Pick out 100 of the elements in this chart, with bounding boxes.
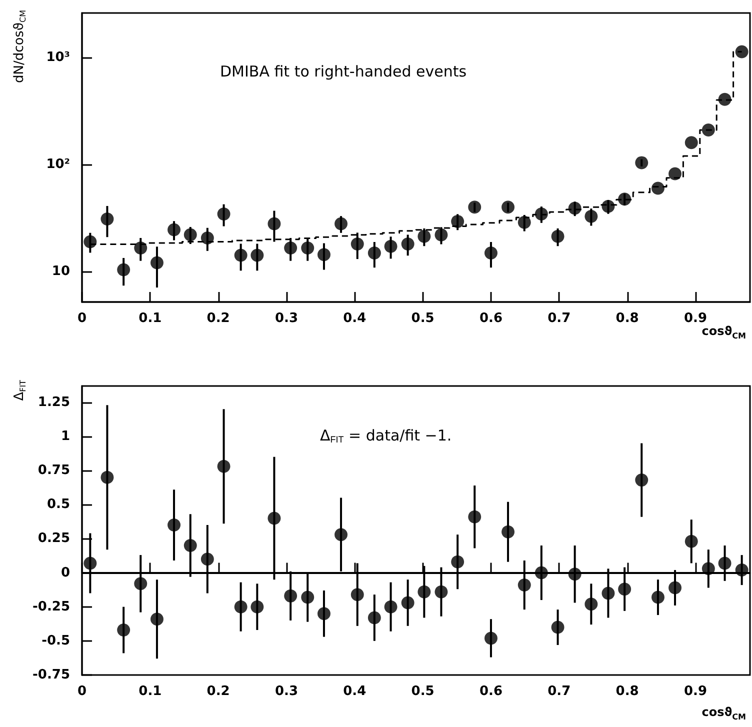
- point: [84, 556, 97, 570]
- y-tick-label: -0.25: [32, 599, 70, 614]
- point: [702, 124, 715, 137]
- point: [735, 45, 748, 58]
- x-tick-label: 0.5: [411, 311, 434, 326]
- x-tick-label: 0.5: [411, 684, 434, 699]
- point: [584, 598, 598, 611]
- point: [518, 578, 531, 592]
- point: [350, 588, 364, 602]
- point: [602, 200, 615, 213]
- y-tick-label: 10²: [46, 157, 70, 172]
- point: [184, 228, 197, 242]
- point: [451, 555, 464, 568]
- point: [168, 223, 181, 236]
- point: [350, 238, 364, 250]
- x-tick-label: 0.3: [274, 684, 298, 699]
- point: [100, 212, 114, 226]
- x-tick-label: 0.4: [343, 311, 366, 326]
- point: [268, 512, 281, 525]
- point: [234, 600, 248, 614]
- point: [250, 248, 264, 262]
- point: [534, 208, 548, 220]
- y-tick-label: -0.5: [42, 633, 70, 648]
- point: [618, 192, 632, 206]
- point: [534, 566, 548, 580]
- point: [684, 136, 698, 150]
- point: [551, 620, 564, 634]
- point: [684, 534, 698, 548]
- point: [217, 460, 230, 473]
- point: [317, 248, 330, 262]
- y-tick-label: 10³: [46, 50, 70, 65]
- x-tick-label: 0.9: [684, 684, 707, 699]
- point: [434, 228, 448, 242]
- point: [568, 568, 582, 581]
- point: [718, 92, 732, 106]
- point: [401, 238, 414, 250]
- x-tick-label: 0: [77, 311, 87, 326]
- point: [668, 581, 682, 594]
- x-tick-label: 0.7: [548, 311, 571, 326]
- point: [651, 590, 664, 604]
- x-tick-label: 0.8: [616, 311, 639, 326]
- point: [668, 167, 682, 180]
- point: [334, 217, 348, 230]
- point: [134, 242, 148, 255]
- x-tick-label: 0.3: [274, 311, 298, 326]
- y-tick-label: 1.25: [38, 394, 70, 410]
- y-tick-label: 0.5: [46, 497, 70, 512]
- point: [434, 585, 448, 598]
- x-tick-label: 0.4: [343, 684, 366, 699]
- point: [651, 182, 664, 195]
- point: [117, 624, 130, 637]
- point: [100, 470, 114, 484]
- point: [200, 231, 214, 244]
- point: [168, 518, 181, 532]
- point: [234, 248, 248, 262]
- point: [451, 214, 464, 228]
- point: [618, 582, 632, 596]
- x-tick-label: 0.1: [138, 311, 162, 326]
- point: [401, 596, 414, 610]
- point: [84, 235, 97, 248]
- x-tick-label: 0.1: [138, 684, 162, 699]
- y-tick-label: 0.25: [38, 531, 70, 546]
- point: [384, 600, 398, 614]
- point: [150, 612, 164, 626]
- x-axis-title: cosϑ$_{CM}$: [702, 324, 746, 340]
- x-tick-label: 0.9: [684, 311, 707, 326]
- point: [484, 246, 498, 260]
- y-tick-label: 0.75: [38, 463, 70, 478]
- point: [217, 208, 230, 220]
- point: [384, 240, 398, 253]
- point: [568, 202, 582, 215]
- point: [301, 242, 314, 255]
- annotation: ΔFIT = data/fit −1.: [320, 426, 452, 444]
- x-tick-label: 0.6: [479, 684, 502, 699]
- point: [584, 210, 598, 223]
- point: [502, 525, 515, 538]
- point: [502, 200, 515, 214]
- point: [368, 246, 381, 260]
- x-tick-label: 0.8: [616, 684, 639, 699]
- point: [250, 600, 264, 614]
- point: [735, 564, 748, 577]
- point: [317, 607, 330, 620]
- point: [134, 577, 148, 590]
- point: [551, 230, 564, 243]
- x-tick-label: 0.6: [479, 311, 502, 326]
- point: [702, 562, 715, 576]
- point: [418, 230, 431, 243]
- point: [117, 263, 130, 276]
- point: [368, 611, 381, 624]
- y-tick-label: 0: [60, 565, 70, 580]
- point: [150, 256, 164, 270]
- x-tick-label: 0.2: [206, 311, 230, 326]
- point: [468, 200, 482, 214]
- point: [184, 539, 197, 552]
- point: [268, 217, 281, 230]
- point: [418, 585, 431, 598]
- point: [301, 590, 314, 604]
- x-axis-title: cosϑ$_{CM}$: [702, 704, 746, 721]
- point: [484, 632, 498, 645]
- x-tick-label: 0.7: [548, 684, 571, 699]
